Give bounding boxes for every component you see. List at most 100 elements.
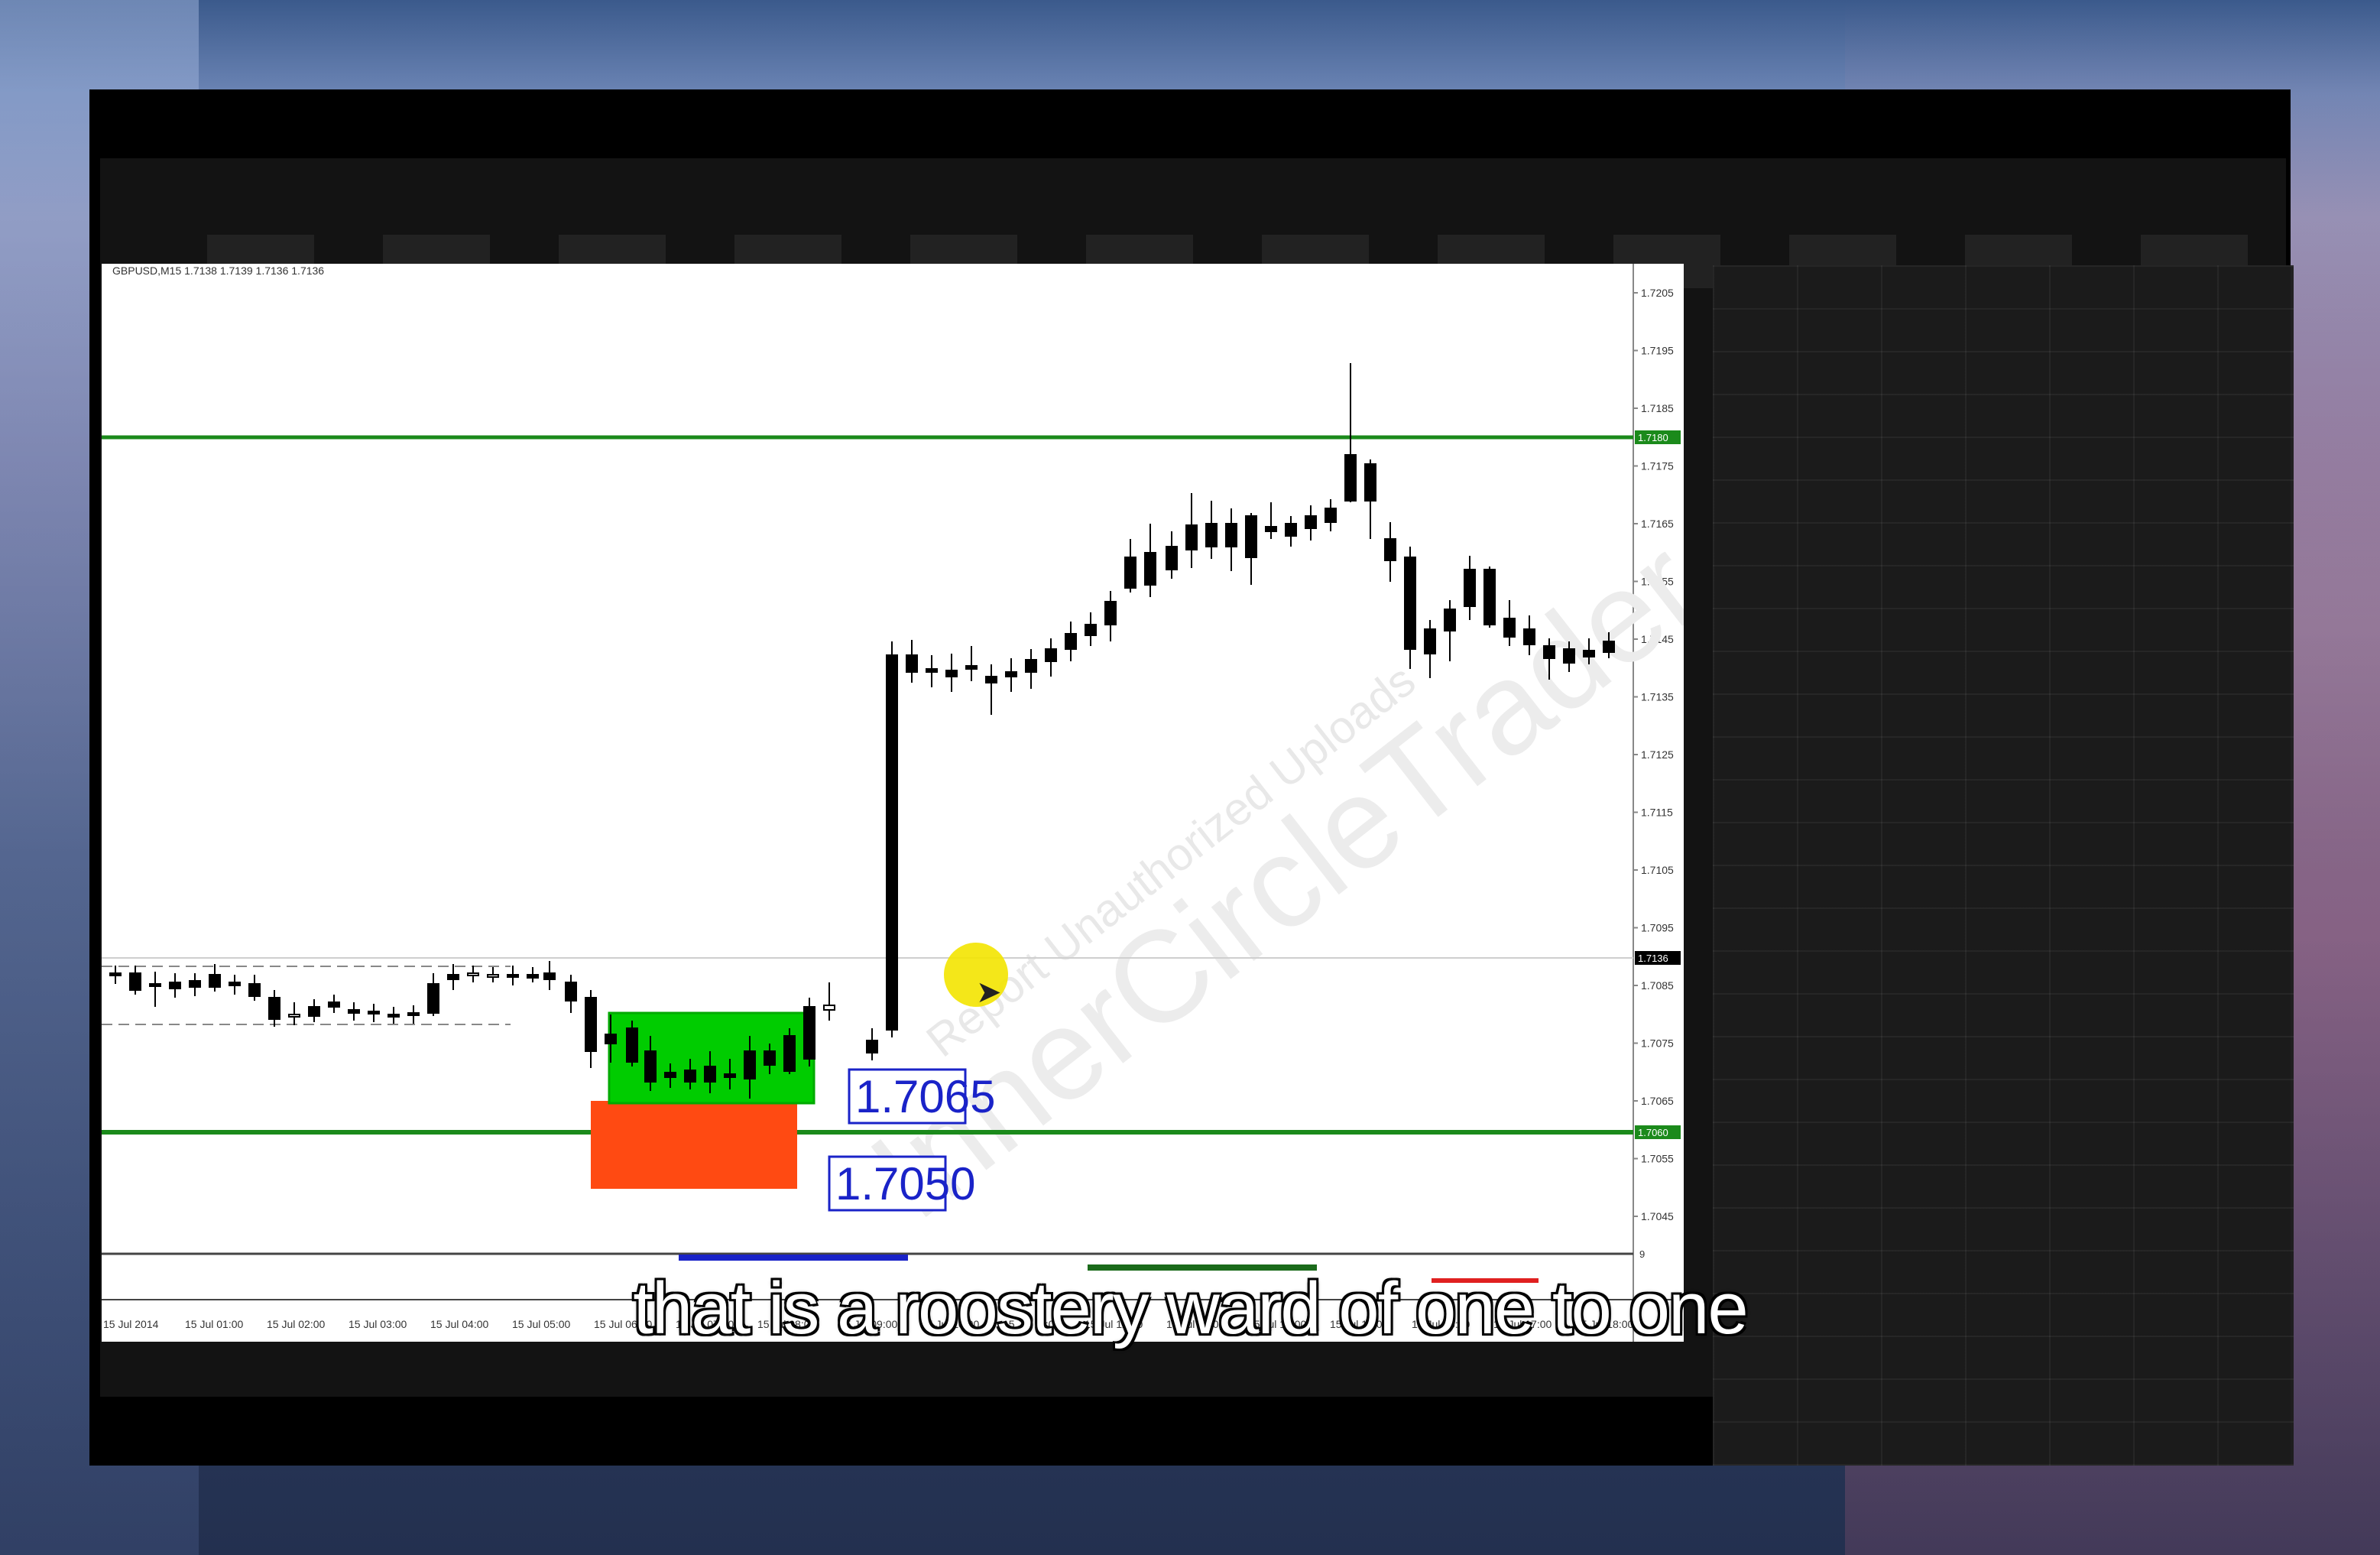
current-price-tag (1635, 951, 1681, 965)
time-tick-label: 15 Jul 17:00 (1493, 1318, 1552, 1330)
time-tick-label: 15 Jul 11:00 (1003, 1318, 1060, 1330)
candle-body (1144, 552, 1156, 586)
candle-body (268, 997, 280, 1020)
time-tick-label: 15 Jul 2014 (103, 1318, 159, 1330)
candle-body (1104, 601, 1117, 625)
time-tick-label: 15 Jul 13:00 (1166, 1318, 1224, 1330)
candle-body (1065, 633, 1077, 650)
candle-body (1265, 526, 1277, 532)
candle-body (1166, 546, 1178, 570)
time-tick-label: 15 Jul 02:00 (267, 1318, 325, 1330)
candle-body (644, 1050, 657, 1083)
price-tick-label: 1.7195 (1641, 345, 1674, 357)
candle-body (985, 676, 997, 683)
candle-body (507, 974, 519, 978)
entry-box[interactable] (608, 1011, 815, 1105)
time-tick-label: 15 Jul 08:00 (757, 1318, 815, 1330)
candle-body (1444, 609, 1456, 631)
candle-body (527, 974, 539, 979)
green-box-label-frame (848, 1068, 967, 1125)
price-chart[interactable]: GBPUSD,M15 1.7138 1.7139 1.7136 1.7136 1… (102, 264, 1684, 1342)
video-subtitle: that is a roostery ward of one to one (633, 1268, 1749, 1349)
time-tick-label: 15 Jul 07:00 (676, 1318, 734, 1330)
time-tick-label: 15 Jul 04:00 (430, 1318, 488, 1330)
candle-body (169, 982, 181, 989)
price-tick-label: 1.7205 (1641, 287, 1674, 299)
candle-body (348, 1009, 360, 1014)
time-tick-label: 15 Jul 06:00 (594, 1318, 652, 1330)
time-tick-label: 15 Jul 01:00 (185, 1318, 243, 1330)
candle-body (945, 670, 958, 677)
candle-body (1245, 515, 1257, 558)
time-tick-label: 15 Jul 10:00 (921, 1318, 979, 1330)
candle-body (1205, 523, 1218, 547)
candle-body (1384, 538, 1396, 561)
candle-body (664, 1072, 676, 1078)
candle-body (328, 1001, 340, 1008)
candle-body (543, 972, 556, 980)
lower-level-tag (1635, 1125, 1681, 1139)
candle-body (1085, 624, 1097, 636)
candle-body (626, 1027, 638, 1063)
candle-body (1025, 659, 1037, 673)
candle-body (1404, 557, 1416, 650)
candle-body (823, 1005, 835, 1011)
candle-body (149, 983, 161, 987)
price-tick-label: 1.7065 (1641, 1095, 1674, 1107)
candle-body (1583, 650, 1595, 657)
time-tick-label: 15 Jul 14:00 (1248, 1318, 1306, 1330)
price-tick-label: 1.7125 (1641, 748, 1674, 761)
price-tick-label: 1.7105 (1641, 864, 1674, 876)
candle-body (1503, 618, 1516, 638)
candle-body (1523, 628, 1535, 645)
cursor-highlight (944, 943, 1008, 1007)
symbol-header: GBPUSD,M15 1.7138 1.7139 1.7136 1.7136 (112, 265, 324, 277)
red-box-label-frame (828, 1155, 947, 1212)
candle-body (109, 972, 122, 976)
candle-body (447, 974, 459, 980)
price-tick-label: 1.7155 (1641, 576, 1674, 588)
candle-body (744, 1050, 756, 1079)
candlesticks (109, 363, 1615, 1099)
candle-body (803, 1006, 815, 1060)
candle-body (427, 983, 439, 1014)
candle-body (1364, 463, 1376, 502)
candle-body (605, 1034, 617, 1044)
price-tick-label: 1.7165 (1641, 518, 1674, 530)
time-tick-label: 15 Jul 16:00 (1412, 1318, 1470, 1330)
candle-body (1285, 523, 1297, 537)
price-axis: 1.7205 1.7195 1.7185 1.7175 1.7165 1.7155 1.71… (1633, 287, 1674, 1222)
candle-body (1344, 454, 1357, 502)
candle-body (783, 1035, 796, 1072)
video-player[interactable]: GBPUSD,M15 1.7138 1.7139 1.7136 1.7136 1… (89, 89, 2294, 1466)
candle-body (764, 1050, 776, 1066)
candle-body (1483, 569, 1496, 625)
price-tick-label: 1.7115 (1641, 807, 1673, 819)
stop-loss-box[interactable] (591, 1101, 797, 1189)
candle-body (387, 1014, 400, 1018)
price-tick-label: 1.7045 (1641, 1210, 1674, 1222)
chart-canvas: GBPUSD,M15 1.7138 1.7139 1.7136 1.7136 1… (102, 264, 1684, 1342)
price-tick-label: 1.7095 (1641, 922, 1674, 934)
candle-body (1225, 523, 1237, 547)
candle-body (229, 982, 241, 986)
candle-body (1464, 569, 1476, 607)
candle-body (565, 982, 577, 1001)
candle-body (288, 1014, 300, 1018)
candle-body (467, 972, 479, 976)
candle-body (189, 980, 201, 988)
candle-body (906, 654, 918, 673)
red-box-price-label: 1.7050 (835, 1158, 976, 1209)
candle-body (407, 1012, 420, 1016)
candle-body (1325, 508, 1337, 523)
candle-body (1005, 671, 1017, 677)
time-tick-label: 15 Jul 05:00 (512, 1318, 570, 1330)
candle-body (1305, 515, 1317, 529)
candle-body (585, 997, 597, 1052)
svg-text:1.7180: 1.7180 (1638, 432, 1668, 443)
svg-text:1.7060: 1.7060 (1638, 1127, 1668, 1138)
time-axis: 15 Jul 2014 15 Jul 01:00 15 Jul 02:00 15 Ju… (103, 1318, 1633, 1330)
candle-body (1603, 641, 1615, 653)
candle-body (1543, 645, 1555, 659)
candle-body (866, 1040, 878, 1053)
